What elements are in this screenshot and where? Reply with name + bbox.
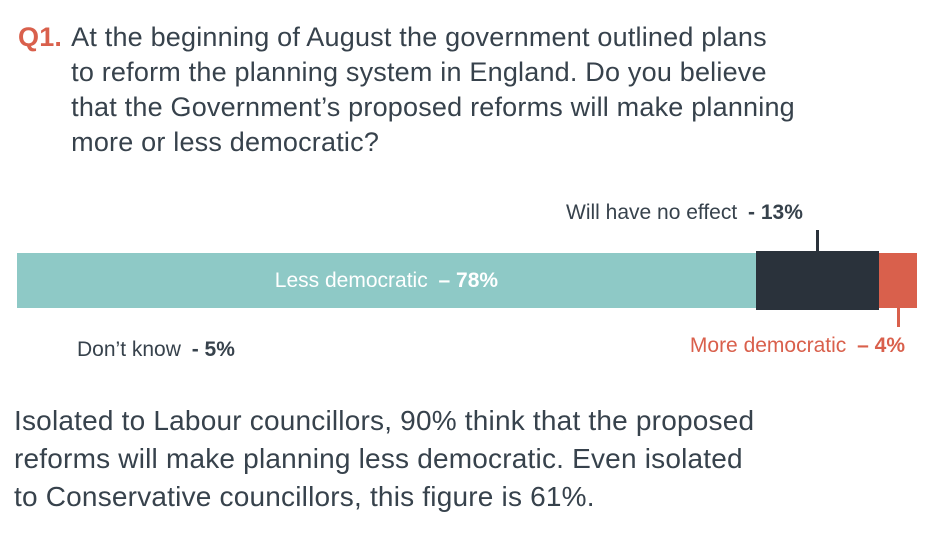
label-dont-know-text: Don’t know (77, 338, 181, 361)
label-more-democratic: More democratic – 4% (690, 334, 905, 358)
label-less-democratic-value: – 78% (438, 268, 499, 292)
label-dont-know: Don’t know - 5% (77, 338, 235, 362)
question-line: that the Government’s proposed reforms w… (71, 92, 795, 122)
label-no-effect-text: Will have no effect (566, 201, 738, 224)
segment-more-democratic (879, 253, 917, 308)
question-text: At the beginning of August the governmen… (71, 20, 795, 160)
pointer-line-more-democratic (897, 308, 900, 327)
segment-less-democratic: Less democratic – 78% (17, 253, 756, 308)
question-number: Q1. (18, 22, 63, 52)
label-no-effect: Will have no effect - 13% (566, 201, 803, 225)
summary-line: to Conservative councillors, this figure… (14, 481, 595, 512)
question-block: Q1. At the beginning of August the gover… (18, 20, 795, 160)
pointer-line-no-effect (816, 230, 819, 253)
question-line: more or less democratic? (71, 127, 380, 157)
summary-paragraph: Isolated to Labour councillors, 90% thin… (14, 402, 754, 516)
stacked-bar: Less democratic – 78% (17, 251, 917, 310)
label-no-effect-value: - 13% (748, 201, 803, 224)
segment-less-democratic-label: Less democratic – 78% (275, 269, 498, 293)
summary-line: Isolated to Labour councillors, 90% thin… (14, 405, 755, 436)
summary-line: reforms will make planning less democrat… (14, 443, 743, 474)
segment-no-effect (755, 251, 880, 310)
question-line: At the beginning of August the governmen… (71, 22, 767, 52)
label-more-democratic-text: More democratic (689, 334, 847, 357)
question-line: to reform the planning system in England… (71, 57, 767, 87)
label-more-democratic-value: – 4% (857, 334, 905, 357)
label-less-democratic-text: Less democratic (274, 268, 428, 292)
label-dont-know-value: - 5% (191, 338, 235, 361)
